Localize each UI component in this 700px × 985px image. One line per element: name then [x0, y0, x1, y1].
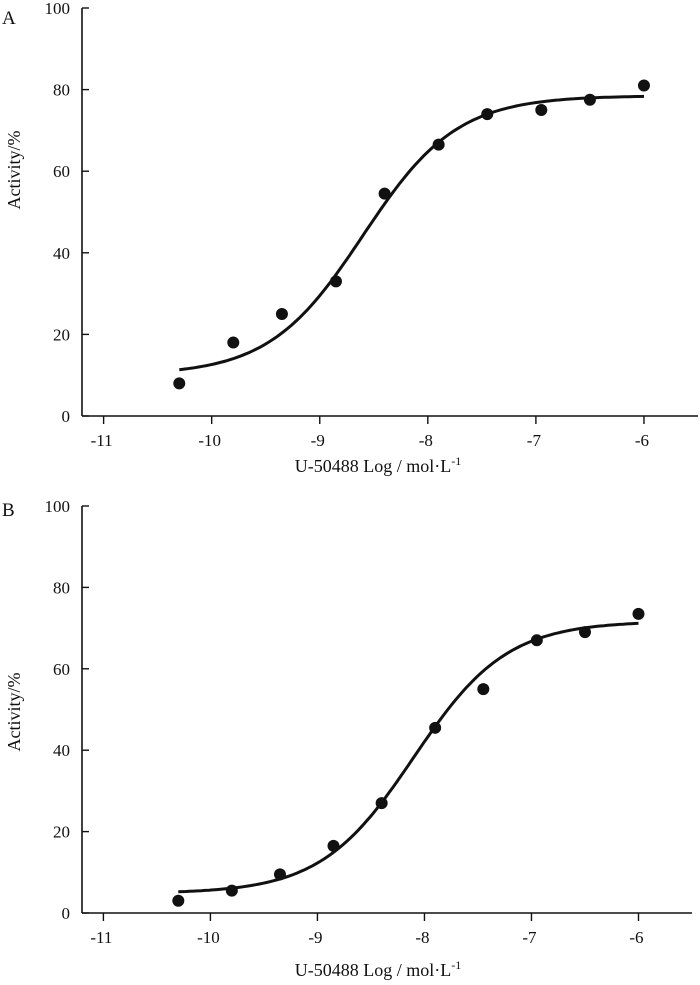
panel-a-label: A — [2, 8, 16, 29]
panel-a-x-tick-label: -10 — [198, 431, 221, 450]
panel-b-x-tick-label: -10 — [197, 928, 220, 947]
panel-b-x-axis-title-main: U-50488 Log / mol·L — [295, 960, 451, 980]
panel-a-data-point — [378, 187, 391, 200]
panel-a-x-tick-label: -9 — [311, 431, 325, 450]
panel-b-x-tick-label: -8 — [415, 928, 429, 947]
panel-a-data-point — [637, 79, 650, 92]
panel-a-data-point — [432, 138, 445, 151]
panel-b-y-tick-label: 80 — [53, 578, 70, 597]
panel-b-label: B — [2, 500, 15, 521]
panel-b-data-point — [225, 884, 238, 897]
panel-b-x-axis-title: U-50488 Log / mol·L-1 — [295, 958, 461, 980]
panel-a-data-point — [535, 104, 548, 116]
panel-a-data-point — [275, 308, 288, 320]
panel-b-data-point — [172, 894, 185, 907]
panel-b-y-axis-title: Activity/% — [4, 673, 24, 752]
panel-b-x-tick-label: -11 — [90, 928, 112, 947]
panel-a-data-point — [173, 377, 186, 390]
panel-b-data-point — [578, 626, 591, 639]
panel-b-data-point — [327, 839, 340, 852]
panel-a-x-axis-title-main: U-50488 Log / mol·L — [295, 456, 451, 476]
panel-b-data-point — [632, 607, 645, 620]
panel-b: B Activity/% U-50488 Log / mol·L-1 0 20 40… — [2, 497, 692, 980]
panel-a-x-tick-label: -7 — [527, 431, 542, 450]
panel-b-x-tick-label: -9 — [308, 928, 322, 947]
panel-a-x-axis-title: U-50488 Log / mol·L-1 — [295, 454, 461, 476]
panel-b-data-point — [477, 683, 490, 696]
panel-a-y-tick-label: 60 — [53, 162, 70, 181]
panel-a-data-point — [481, 108, 494, 121]
panel-a-y-tick-label: 80 — [53, 81, 70, 100]
panel-b-y-tick-label: 60 — [53, 660, 70, 679]
panel-b-x-tick-label: -7 — [522, 928, 537, 947]
panel-b-x-axis-title-sup: -1 — [451, 958, 461, 972]
panel-b-fit-curve — [178, 621, 639, 894]
panel-a-y-tick-label: 0 — [62, 407, 71, 426]
panel-b-y-tick-label: 40 — [53, 741, 70, 760]
panel-a-y-axis-title: Activity/% — [4, 131, 24, 210]
panel-a-x-tick-label: -6 — [635, 431, 649, 450]
panel-a-x-tick-label: -11 — [91, 431, 113, 450]
panel-b-y-tick-label: 20 — [53, 823, 70, 842]
panel-a-y-tick-label: 20 — [53, 325, 70, 344]
panel-a-data-point — [329, 275, 342, 288]
panel-a-data-point — [227, 336, 240, 349]
panel-b-y-tick-label: 100 — [45, 497, 71, 516]
panel-a-y-tick-label: 40 — [53, 244, 70, 263]
panel-b-y-tick-label: 0 — [62, 904, 71, 923]
panel-b-data-point — [375, 797, 388, 810]
panel-a-x-axis-title-sup: -1 — [451, 454, 461, 468]
panel-b-data-point — [530, 634, 543, 647]
panel-a: A Activity/% U-50488 Log / mol·L-1 0 20 40… — [2, 0, 698, 476]
panel-b-data-point — [429, 721, 442, 734]
panel-b-data-point — [273, 868, 286, 881]
panel-a-x-tick-label: -8 — [419, 431, 433, 450]
panel-b-x-tick-label: -6 — [629, 928, 643, 947]
panel-a-y-tick-label: 100 — [45, 0, 71, 18]
panel-a-data-point — [583, 93, 596, 106]
panel-a-fit-curve — [179, 94, 645, 372]
